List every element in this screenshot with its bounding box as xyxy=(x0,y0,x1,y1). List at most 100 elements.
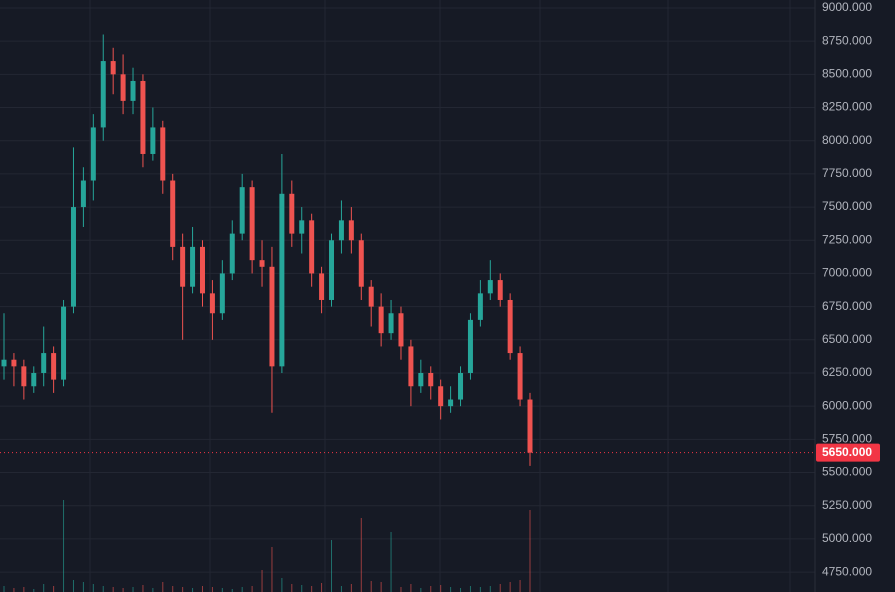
y-tick-label: 4750.000 xyxy=(822,564,872,578)
candle-body xyxy=(110,61,116,75)
volume-bar xyxy=(201,586,203,592)
volume-bar xyxy=(182,587,184,592)
volume-bar xyxy=(231,589,233,592)
y-tick-label: 8000.000 xyxy=(822,133,872,147)
volume-bar xyxy=(241,587,243,592)
y-tick-label: 8250.000 xyxy=(822,100,872,114)
y-tick-label: 6750.000 xyxy=(822,299,872,313)
volume-bar xyxy=(340,586,342,592)
volume-bar xyxy=(301,585,303,592)
volume-bar xyxy=(380,582,382,592)
candle-body xyxy=(507,299,513,354)
volume-bar xyxy=(33,589,35,592)
candle-body xyxy=(61,306,67,380)
candle-body xyxy=(438,386,444,407)
volume-bar xyxy=(122,588,124,592)
y-tick-label: 5000.000 xyxy=(822,531,872,545)
candle-body xyxy=(130,80,136,101)
candle-body xyxy=(487,280,493,294)
candle-body xyxy=(249,187,255,261)
volume-bar xyxy=(53,586,55,592)
candle-body xyxy=(309,220,315,274)
volume-bar xyxy=(92,584,94,592)
candle-body xyxy=(527,399,533,453)
candle-body xyxy=(418,372,424,387)
candle-body xyxy=(1,359,7,367)
candle-body xyxy=(180,246,186,287)
volume-bar xyxy=(3,586,5,592)
volume-bar xyxy=(479,587,481,592)
candle-body xyxy=(338,220,344,241)
y-tick-label: 8750.000 xyxy=(822,33,872,47)
volume-bar xyxy=(63,500,65,592)
candle-body xyxy=(269,266,275,367)
volume-bar xyxy=(390,532,392,592)
y-tick-label: 6250.000 xyxy=(822,365,872,379)
volume-bar xyxy=(13,588,15,592)
volume-bar xyxy=(420,588,422,592)
candle-body xyxy=(90,127,96,181)
volume-bar xyxy=(132,587,134,592)
candle-body xyxy=(70,207,76,307)
candle-body xyxy=(448,399,454,407)
volume-bar xyxy=(142,585,144,592)
last-price-box xyxy=(816,443,880,462)
volume-bar xyxy=(469,586,471,592)
candle-body xyxy=(11,359,17,367)
candle-body xyxy=(378,306,384,334)
volume-bar xyxy=(211,587,213,592)
candle-body xyxy=(229,233,235,274)
candle-body xyxy=(329,240,335,300)
y-tick-label: 5750.000 xyxy=(822,432,872,446)
volume-bar xyxy=(360,518,362,592)
y-tick-label: 7750.000 xyxy=(822,166,872,180)
y-tick-label: 5250.000 xyxy=(822,498,872,512)
y-tick-label: 7500.000 xyxy=(822,199,872,213)
volume-bar xyxy=(410,584,412,592)
candle-body xyxy=(279,193,285,367)
volume-bar xyxy=(112,587,114,592)
volume-bar xyxy=(221,588,223,592)
volume-bar xyxy=(291,584,293,592)
candle-body xyxy=(21,366,27,387)
volume-bar xyxy=(499,584,501,592)
candle-body xyxy=(160,127,166,181)
candle-body xyxy=(150,127,156,154)
volume-bar xyxy=(489,586,491,592)
candle-body xyxy=(100,61,106,128)
y-tick-label: 6500.000 xyxy=(822,332,872,346)
volume-bar xyxy=(23,587,25,592)
y-tick-label: 7250.000 xyxy=(822,232,872,246)
last-price-label: 5650.000 xyxy=(822,445,872,459)
volume-bar xyxy=(450,587,452,592)
candle-body xyxy=(368,286,374,307)
y-tick-label: 9000.000 xyxy=(822,0,872,14)
candle-body xyxy=(289,193,295,234)
candle-body xyxy=(170,180,176,247)
volume-bar xyxy=(350,584,352,592)
volume-bar xyxy=(519,580,521,592)
volume-bar xyxy=(43,584,45,592)
volume-bar xyxy=(311,586,313,592)
volume-bar xyxy=(102,586,104,592)
candle-body xyxy=(358,240,364,287)
volume-bar xyxy=(370,581,372,592)
candle-body xyxy=(41,353,47,373)
candle-body xyxy=(259,260,265,267)
volume-bar xyxy=(509,582,511,592)
candle-body xyxy=(428,372,434,387)
candle-body xyxy=(477,293,483,320)
volume-bar xyxy=(271,547,273,592)
volume-bar xyxy=(529,510,531,592)
volume-bar xyxy=(281,578,283,592)
volume-bar xyxy=(192,588,194,592)
candle-body xyxy=(199,246,205,294)
candle-body xyxy=(408,346,414,387)
volume-bar xyxy=(82,582,84,592)
candle-body xyxy=(31,372,37,387)
candle-body xyxy=(388,313,394,334)
volume-bar xyxy=(321,583,323,592)
